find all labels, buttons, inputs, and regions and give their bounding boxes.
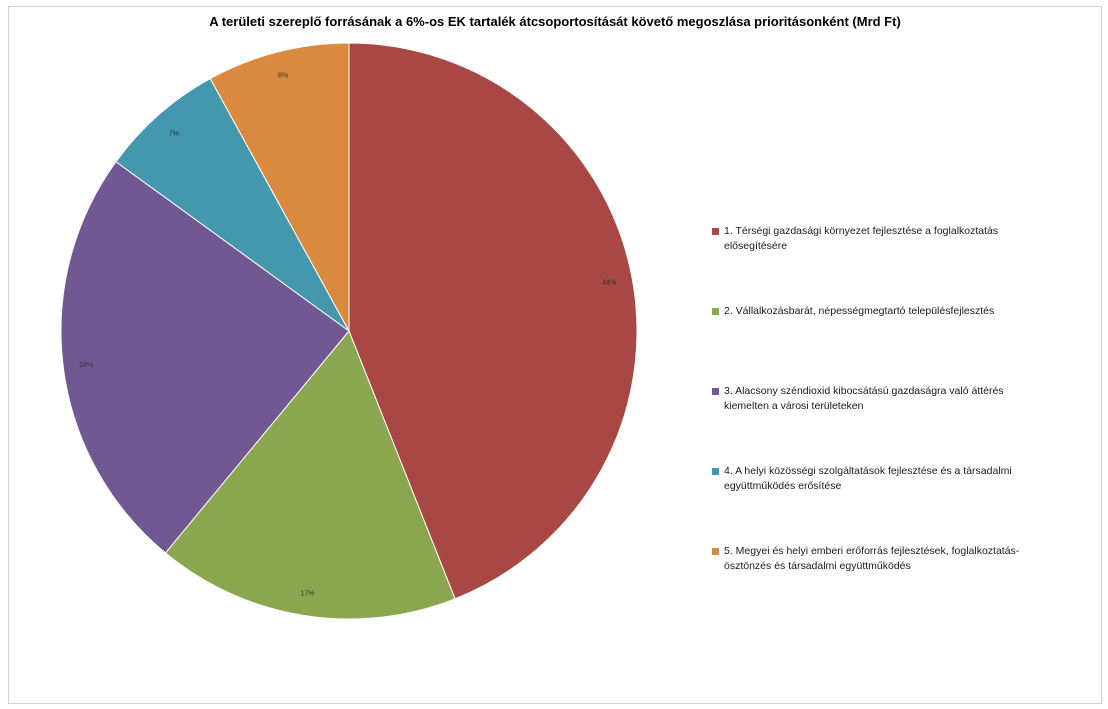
pie-slice-5 xyxy=(209,42,350,332)
legend-item-2: 2. Vállalkozásbarát, népességmegtartó te… xyxy=(712,304,1042,319)
legend-item-5: 5. Megyei és helyi emberi erőforrás fejl… xyxy=(712,544,1042,574)
legend-swatch-1 xyxy=(712,228,719,235)
legend-label-2: 2. Vállalkozásbarát, népességmegtartó te… xyxy=(724,305,995,317)
pie-slice-4 xyxy=(115,77,350,332)
legend-item-1: 1. Térségi gazdasági környezet fejleszté… xyxy=(712,224,1042,254)
legend-swatch-4 xyxy=(712,468,719,475)
legend-label-1: 1. Térségi gazdasági környezet fejleszté… xyxy=(724,225,999,252)
slice-label-4: 7% xyxy=(169,130,179,137)
pie-slice-1 xyxy=(348,42,638,600)
legend-item-4: 4. A helyi közösségi szolgáltatások fejl… xyxy=(712,464,1042,494)
slice-label-5: 8% xyxy=(278,72,288,79)
legend-swatch-3 xyxy=(712,388,719,395)
pie-slice-2 xyxy=(164,330,456,620)
legend-label-3: 3. Alacsony széndioxid kibocsátású gazda… xyxy=(724,385,1004,412)
legend-item-3: 3. Alacsony széndioxid kibocsátású gazda… xyxy=(712,384,1042,414)
slice-label-1: 44% xyxy=(602,279,616,286)
legend-label-4: 4. A helyi közösségi szolgáltatások fejl… xyxy=(724,465,1012,492)
pie-slice-3 xyxy=(60,161,350,554)
legend-swatch-2 xyxy=(712,308,719,315)
chart-title: A területi szereplő forrásának a 6%-os E… xyxy=(209,14,901,29)
legend-swatch-5 xyxy=(712,548,719,555)
slice-label-3: 24% xyxy=(79,362,93,369)
legend-label-5: 5. Megyei és helyi emberi erőforrás fejl… xyxy=(724,545,1020,572)
slice-label-2: 17% xyxy=(301,591,315,598)
